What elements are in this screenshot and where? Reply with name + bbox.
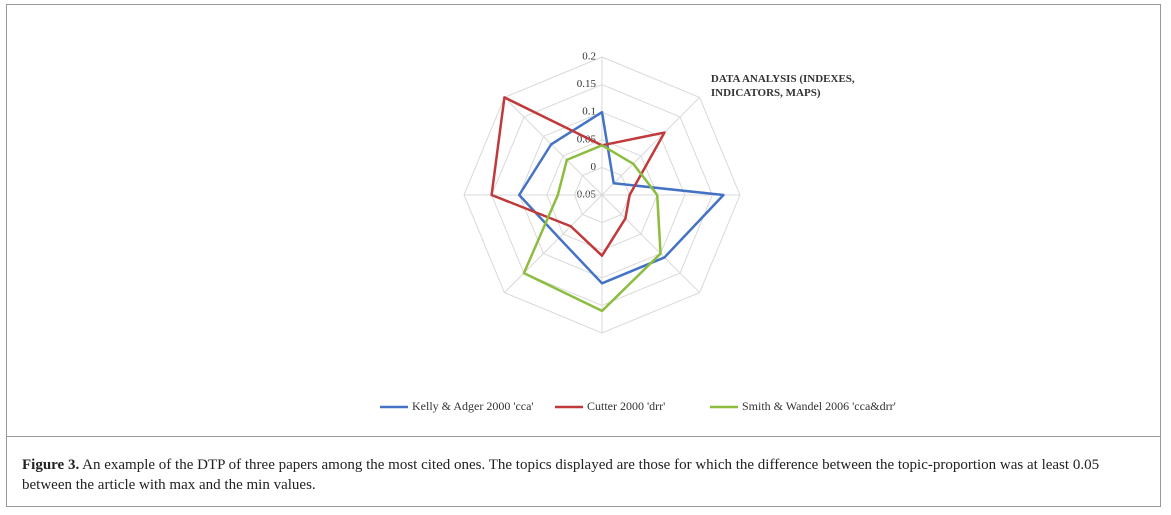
- spoke: [504, 194, 603, 293]
- spoke: [601, 97, 700, 196]
- legend-label: Smith & Wandel 2006 'cca&drr': [742, 399, 896, 413]
- caption-text: An example of the DTP of three papers am…: [22, 457, 1100, 493]
- series-line: [522, 144, 662, 313]
- spoke: [504, 97, 603, 196]
- legend-label: Kelly & Adger 2000 'cca': [412, 399, 534, 413]
- tick-label: 0.2: [582, 51, 596, 63]
- legend-label: Cutter 2000 'drr': [587, 399, 665, 413]
- tick-label: 0: [591, 161, 597, 173]
- tick-label: 0.1: [582, 106, 596, 118]
- series-line: [490, 96, 666, 257]
- caption-label: Figure 3.: [22, 457, 80, 473]
- tick-label: 0.15: [577, 78, 597, 90]
- figure-frame: [6, 4, 1161, 507]
- series-line: [517, 110, 725, 285]
- category-label: DATA ANALYSIS (INDEXES, INDICATORS, MAPS): [711, 73, 855, 99]
- divider: [6, 436, 1161, 437]
- spoke: [601, 194, 700, 293]
- caption: Figure 3. An example of the DTP of three…: [22, 455, 1142, 495]
